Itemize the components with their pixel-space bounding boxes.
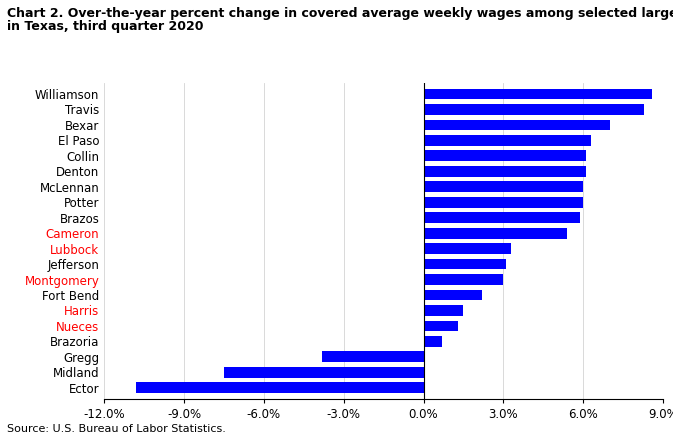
Bar xyxy=(136,382,423,393)
Bar xyxy=(322,351,423,362)
Bar xyxy=(423,228,567,239)
Text: Source: U.S. Bureau of Labor Statistics.: Source: U.S. Bureau of Labor Statistics. xyxy=(7,424,225,434)
Bar xyxy=(423,120,610,131)
Bar xyxy=(423,104,644,115)
Bar xyxy=(423,259,506,269)
Bar xyxy=(423,197,583,208)
Bar xyxy=(423,336,442,347)
Bar xyxy=(423,305,464,316)
Bar xyxy=(423,274,503,285)
Bar xyxy=(423,88,652,99)
Bar xyxy=(423,290,482,300)
Bar xyxy=(423,243,511,254)
Text: in Texas, third quarter 2020: in Texas, third quarter 2020 xyxy=(7,20,203,33)
Bar xyxy=(423,135,591,146)
Bar xyxy=(423,321,458,331)
Bar xyxy=(423,151,586,161)
Bar xyxy=(423,212,580,223)
Bar xyxy=(224,367,423,378)
Text: Chart 2. Over-the-year percent change in covered average weekly wages among sele: Chart 2. Over-the-year percent change in… xyxy=(7,7,673,20)
Bar xyxy=(423,166,586,177)
Bar xyxy=(423,181,583,192)
